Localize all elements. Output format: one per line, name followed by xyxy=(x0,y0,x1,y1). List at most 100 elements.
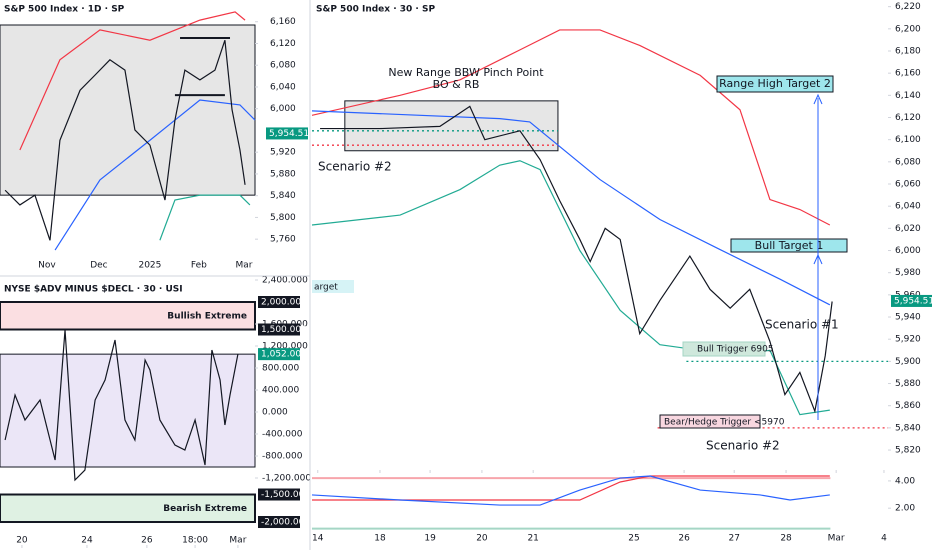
x-tick-label: Mar xyxy=(236,261,253,271)
y-tick-label: 6,220 xyxy=(895,2,921,12)
x-tick-label: 27 xyxy=(728,534,739,544)
annotation: Bull Target 1 xyxy=(755,239,824,252)
price-tag xyxy=(891,294,932,307)
y-tick-label: 800.000 xyxy=(262,364,299,374)
range-box xyxy=(0,353,256,468)
x-tick-label: Feb xyxy=(191,261,207,271)
x-tick-label: 18 xyxy=(374,534,386,544)
y-tick-label: 6,140 xyxy=(895,91,921,101)
price-tag-label: 2,000.000 xyxy=(261,298,307,308)
series-line xyxy=(311,110,831,306)
x-tick-label: Mar xyxy=(828,534,845,544)
x-tick-label: 2025 xyxy=(138,261,161,271)
y-tick-label: 400.000 xyxy=(262,386,299,396)
y-tick-label: 1,200.000 xyxy=(262,342,308,352)
y-tick-label: 6,180 xyxy=(895,46,921,56)
y-tick-label: 5,820 xyxy=(895,446,921,456)
x-tick-label: 19 xyxy=(424,534,436,544)
y-tick-label: 6,080 xyxy=(895,157,921,167)
zone-label: Bearish Extreme xyxy=(163,504,247,514)
y-tick-label: 5,980 xyxy=(895,268,921,278)
annotation: Scenario #2 xyxy=(706,439,780,453)
annotation: BO & RB xyxy=(433,78,480,91)
price-tag xyxy=(258,488,300,501)
x-tick-label: 26 xyxy=(141,536,153,546)
series-line xyxy=(4,40,246,241)
y-tick-label: 4.00 xyxy=(895,476,915,486)
series-line xyxy=(311,475,830,506)
price-tag-label: -2,000.000 xyxy=(261,518,310,528)
trigger-box xyxy=(682,341,766,357)
y-tick-label: 5,800 xyxy=(270,213,296,223)
price-tag-label: 5,954.51 xyxy=(269,129,309,139)
price-tag xyxy=(258,348,300,361)
annotation: Range High Target 2 xyxy=(719,77,831,90)
series-line xyxy=(311,29,831,226)
y-tick-label: 5,840 xyxy=(270,191,296,201)
x-tick-label: 21 xyxy=(527,534,538,544)
y-tick-label: 6,200 xyxy=(895,24,921,34)
range-box xyxy=(0,24,256,196)
x-tick-label: 20 xyxy=(476,534,488,544)
series-line xyxy=(159,194,251,241)
y-tick-label: 6,000 xyxy=(895,246,921,256)
x-tick-label: 14 xyxy=(312,534,324,544)
y-tick-label: 5,900 xyxy=(895,357,921,367)
y-tick-label: 6,100 xyxy=(895,135,921,145)
y-tick-label: 6,120 xyxy=(270,39,296,49)
arrow-head xyxy=(813,93,823,105)
y-tick-label: -1,200.000 xyxy=(262,474,311,484)
panel-title: NYSE $ADV MINUS $DECL · 30 · USI xyxy=(4,285,183,295)
price-tag xyxy=(258,296,300,309)
annotation: Scenario #2 xyxy=(318,160,392,174)
annotation: arget xyxy=(314,283,338,293)
y-tick-label: -800.000 xyxy=(262,452,303,462)
x-tick-label: Mar xyxy=(229,536,246,546)
y-tick-label: 2,400.000 xyxy=(262,276,308,286)
y-tick-label: 6,040 xyxy=(895,202,921,212)
x-tick-label: Dec xyxy=(90,261,107,271)
x-tick-label: Nov xyxy=(38,261,56,271)
y-tick-label: 0.000 xyxy=(262,408,288,418)
annotation: Scenario #1 xyxy=(765,318,839,332)
annotation: Bear/Hedge Trigger <5970 xyxy=(664,418,785,428)
x-tick-label: 18:00 xyxy=(182,536,208,546)
price-tag-label: 1,052.000 xyxy=(261,350,307,360)
y-tick-label: 5,920 xyxy=(895,335,921,345)
series-line xyxy=(320,105,833,414)
panel-title: S&P 500 Index · 30 · SP xyxy=(316,5,435,15)
y-tick-label: 6,060 xyxy=(895,180,921,190)
price-tag-label: 1,500.000 xyxy=(261,325,307,335)
zone-label: Bullish Extreme xyxy=(167,311,247,321)
y-tick-label: 5,840 xyxy=(895,423,921,433)
y-tick-label: -400.000 xyxy=(262,430,303,440)
x-tick-label: 20 xyxy=(16,536,28,546)
price-tag xyxy=(258,516,300,529)
y-tick-label: 2.00 xyxy=(895,504,915,514)
x-tick-label: 24 xyxy=(81,536,93,546)
annotation: Bull Trigger 6905 xyxy=(697,345,774,355)
price-tag xyxy=(266,127,308,140)
zone xyxy=(0,301,256,331)
y-tick-label: 6,120 xyxy=(895,113,921,123)
x-tick-label: 4 xyxy=(881,534,887,544)
y-tick-label: 6,080 xyxy=(270,61,296,71)
series-line xyxy=(19,11,246,151)
target-box xyxy=(716,75,834,93)
panel-title: S&P 500 Index · 1D · SP xyxy=(4,5,125,15)
y-tick-label: 6,000 xyxy=(270,104,296,114)
series-line xyxy=(4,329,239,482)
y-tick-label: 6,160 xyxy=(895,69,921,79)
price-tag xyxy=(258,323,300,336)
price-tag-label: 5,954.51 xyxy=(894,296,932,306)
x-tick-label: 28 xyxy=(780,534,792,544)
arrow-head xyxy=(813,253,823,265)
x-tick-label: 25 xyxy=(628,534,639,544)
target-box xyxy=(312,280,354,293)
range-box xyxy=(344,100,559,152)
y-tick-label: 6,160 xyxy=(270,17,296,27)
y-tick-label: 5,940 xyxy=(895,313,921,323)
series-line xyxy=(312,475,830,501)
y-tick-label: 5,880 xyxy=(895,379,921,389)
